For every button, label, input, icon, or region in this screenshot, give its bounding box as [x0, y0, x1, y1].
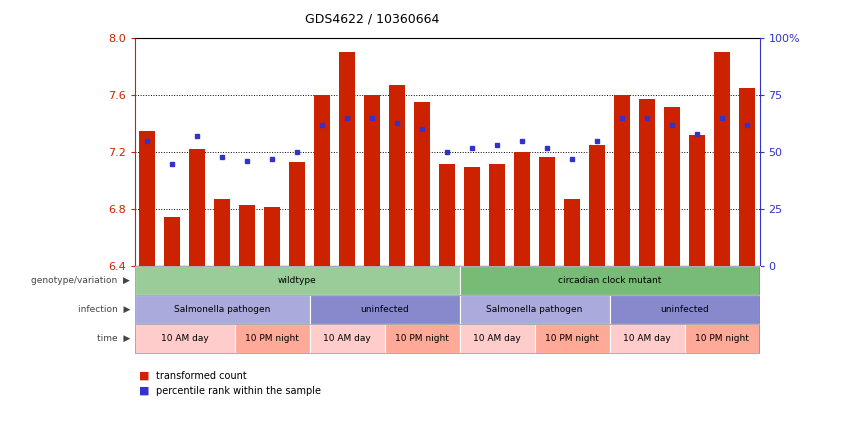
Bar — [489, 164, 505, 266]
Bar — [739, 88, 755, 266]
Bar — [564, 199, 580, 266]
Text: transformed count: transformed count — [156, 371, 247, 381]
Text: uninfected: uninfected — [360, 305, 409, 314]
Bar — [139, 131, 155, 266]
Bar — [464, 167, 480, 266]
Bar — [614, 95, 630, 266]
Text: 10 PM night: 10 PM night — [695, 334, 749, 343]
Text: ■: ■ — [139, 386, 149, 396]
Bar — [164, 217, 181, 266]
Text: 10 AM day: 10 AM day — [623, 334, 671, 343]
Text: 10 AM day: 10 AM day — [323, 334, 371, 343]
Bar — [514, 152, 530, 266]
Text: wildtype: wildtype — [278, 276, 317, 286]
Bar — [189, 149, 205, 266]
Bar — [439, 164, 455, 266]
Bar — [289, 162, 306, 266]
Bar — [239, 205, 255, 266]
Bar — [713, 52, 730, 266]
Text: Salmonella pathogen: Salmonella pathogen — [486, 305, 582, 314]
Text: ■: ■ — [139, 371, 149, 381]
Bar — [214, 199, 230, 266]
Text: 10 AM day: 10 AM day — [473, 334, 521, 343]
Text: 10 PM night: 10 PM night — [395, 334, 449, 343]
Text: infection  ▶: infection ▶ — [78, 305, 130, 314]
Text: percentile rank within the sample: percentile rank within the sample — [156, 386, 321, 396]
Text: genotype/variation  ▶: genotype/variation ▶ — [31, 276, 130, 286]
Bar — [589, 145, 605, 266]
Text: 10 PM night: 10 PM night — [245, 334, 299, 343]
Bar — [314, 95, 330, 266]
Bar — [414, 102, 431, 266]
Bar — [539, 157, 556, 266]
Text: Salmonella pathogen: Salmonella pathogen — [174, 305, 270, 314]
Text: 10 PM night: 10 PM night — [545, 334, 599, 343]
Text: circadian clock mutant: circadian clock mutant — [558, 276, 661, 286]
Bar — [264, 206, 280, 266]
Bar — [339, 52, 355, 266]
Bar — [639, 99, 655, 266]
Text: 10 AM day: 10 AM day — [161, 334, 208, 343]
Bar — [689, 135, 705, 266]
Bar — [364, 95, 380, 266]
Text: uninfected: uninfected — [661, 305, 709, 314]
Text: time  ▶: time ▶ — [97, 334, 130, 343]
Bar — [664, 107, 681, 266]
Bar — [389, 85, 405, 266]
Text: GDS4622 / 10360664: GDS4622 / 10360664 — [305, 13, 439, 26]
